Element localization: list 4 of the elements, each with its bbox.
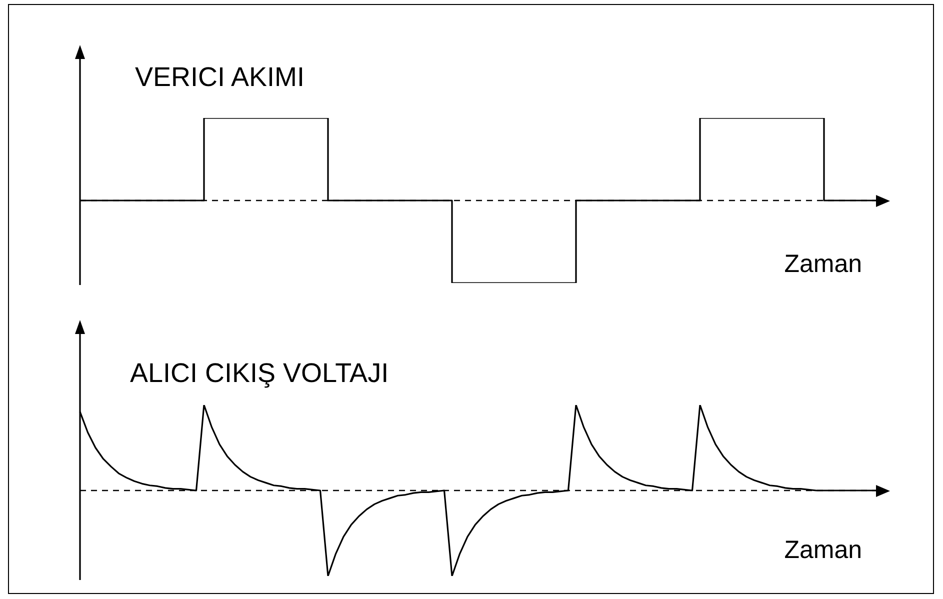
chart-title: VERICI AKIMI xyxy=(135,62,305,92)
x-axis-title: Zaman xyxy=(784,250,862,278)
chart-title: ALICI CIKIŞ VOLTAJI xyxy=(130,358,389,388)
x-axis-title: Zaman xyxy=(784,536,862,564)
